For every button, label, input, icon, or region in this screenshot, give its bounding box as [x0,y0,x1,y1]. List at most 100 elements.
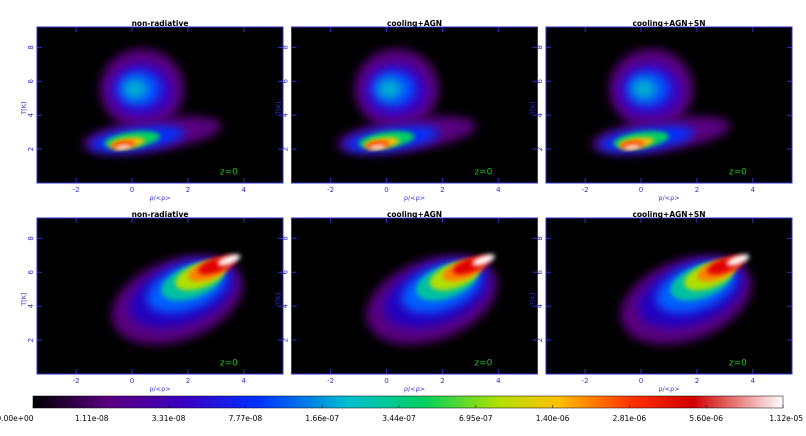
y-tick-label: 6 [282,78,290,83]
y-tick-label: 6 [536,269,544,274]
colorbar-tick-label: 0.00e+00 [0,414,34,423]
density-blob [377,79,402,99]
y-tick-label: 8 [27,45,35,49]
y-tick-label: 4 [27,303,35,308]
y-axis-label: T[K] [20,101,28,115]
redshift-label: z=0 [220,168,238,178]
x-axis-label: ρ/<ρ> [658,194,679,202]
panel: -2 0 2 4 2 4 6 8 non-radiative ρ/<ρ> T[K] z=0 [20,19,284,202]
colorbar-tick-label: 1.66e-07 [305,414,339,423]
colorbar-tick-label: 1.11e-08 [75,414,109,423]
x-tick-label: 0 [130,377,134,385]
redshift-label: z=0 [729,168,747,178]
colorbar-tick-label: 5.60e-06 [689,414,723,423]
x-axis-label: ρ/<ρ> [404,194,425,202]
y-axis-label: T[K] [275,101,283,115]
colorbar-tick-label: 2.81e-06 [613,414,647,423]
y-tick-label: 2 [282,338,290,342]
density-blob [726,254,750,266]
panel-title: cooling+AGN+SN [632,19,705,28]
y-tick-label: 4 [536,112,544,117]
density-blob [632,79,656,99]
density-blob [624,144,640,150]
x-tick-label: 0 [130,186,134,194]
x-tick-label: 0 [384,377,388,385]
x-tick-label: 4 [496,186,501,194]
y-axis-label: T[K] [20,292,28,306]
x-tick-label: 2 [186,377,190,385]
y-axis-label: T[K] [275,292,283,306]
x-tick-label: -2 [327,377,334,385]
panel: -2 0 2 4 2 4 6 8 cooling+AGN+SN ρ/<ρ> T[K] z=0 [529,19,793,202]
x-tick-label: -2 [582,377,589,385]
panel-title: non-radiative [132,19,189,28]
x-tick-label: 4 [751,186,756,194]
plot-frame [291,26,538,184]
y-tick-label: 4 [536,303,544,308]
colorbar-tick-label: 3.44e-07 [382,414,416,423]
colorbar-tick-label: 1.40e-06 [536,414,570,423]
y-tick-label: 8 [536,236,544,240]
x-tick-label: 0 [639,377,643,385]
redshift-label: z=0 [729,359,747,369]
panel: -2 0 2 4 2 4 6 8 non-radiative ρ/<ρ> T[K] z=0 [20,210,284,393]
x-tick-label: 2 [440,377,444,385]
density-map [366,254,497,345]
x-tick-label: 2 [695,377,699,385]
y-tick-label: 6 [536,78,544,83]
y-tick-label: 8 [282,45,290,49]
y-tick-label: 2 [536,338,544,342]
density-map [591,49,731,154]
x-axis-label: ρ/<ρ> [149,194,170,202]
x-tick-label: 4 [242,377,247,385]
x-tick-label: 0 [639,186,643,194]
redshift-label: z=0 [474,168,492,178]
x-tick-label: 2 [186,186,190,194]
colorbar-tick-label: 3.31e-08 [152,414,186,423]
density-blob [217,254,241,266]
x-axis-label: ρ/<ρ> [404,385,425,393]
panel-title: cooling+AGN+SN [632,210,705,219]
x-tick-label: -2 [73,186,80,194]
y-tick-label: 8 [282,236,290,240]
panel: -2 0 2 4 2 4 6 8 cooling+AGN ρ/<ρ> T[K] z=0 [275,210,538,393]
y-tick-label: 4 [27,112,35,117]
density-map [620,254,752,345]
panel: -2 0 2 4 2 4 6 8 cooling+AGN ρ/<ρ> T[K] z=0 [275,19,538,202]
x-tick-label: 4 [751,377,756,385]
y-tick-label: 2 [27,147,35,151]
y-tick-label: 2 [282,147,290,151]
plot-frame [545,26,793,184]
y-tick-label: 8 [536,45,544,49]
x-tick-label: 2 [695,186,699,194]
x-tick-label: 4 [242,186,247,194]
colorbar-tick-label: 6.95e-07 [459,414,493,423]
panel-title: cooling+AGN [387,19,442,28]
plot-frame [545,217,793,375]
colorbar [32,395,784,409]
x-tick-label: 2 [440,186,444,194]
y-tick-label: 4 [282,112,290,117]
density-map [82,49,222,154]
colorbar-tick-label: 1.12e-05 [769,414,803,423]
y-axis-label: T[K] [529,101,537,115]
y-tick-label: 2 [27,338,35,342]
x-tick-label: -2 [582,186,589,194]
x-axis-label: ρ/<ρ> [149,385,170,393]
redshift-label: z=0 [220,359,238,369]
plot-frame [36,217,284,375]
x-tick-label: 4 [496,377,501,385]
panel-title: non-radiative [132,210,189,219]
x-axis-label: ρ/<ρ> [658,385,679,393]
y-tick-label: 4 [282,303,290,308]
colorbar-tick-label: 7.77e-08 [229,414,263,423]
x-tick-label: -2 [327,186,334,194]
density-map [111,254,243,345]
y-tick-label: 2 [536,147,544,151]
y-axis-label: T[K] [529,292,537,306]
plot-frame [36,26,284,184]
density-blob [472,254,495,266]
y-tick-label: 6 [27,269,35,274]
